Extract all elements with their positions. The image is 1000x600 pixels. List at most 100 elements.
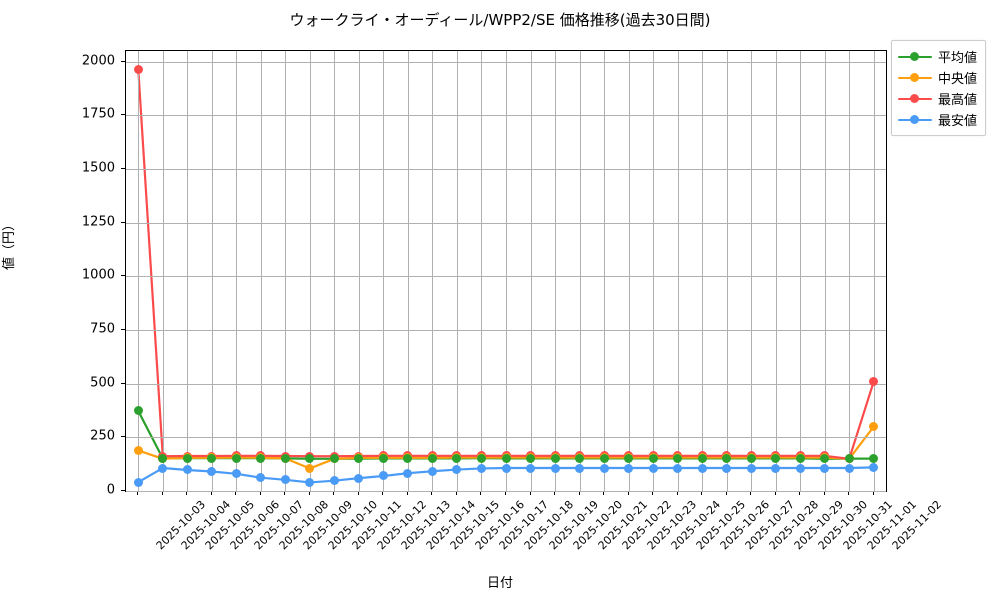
data-point-marker	[869, 462, 879, 472]
legend-label: 最安値	[937, 114, 977, 129]
gridline-vertical	[604, 51, 606, 491]
data-point-marker	[526, 463, 536, 473]
plot-area	[125, 50, 887, 492]
legend-swatch-icon	[897, 72, 932, 84]
gridline-vertical	[555, 51, 557, 491]
gridline-vertical	[481, 51, 483, 491]
y-tick-mark	[121, 114, 125, 116]
data-point-marker	[697, 463, 707, 473]
legend-dot-icon	[909, 94, 919, 103]
data-point-marker	[697, 453, 707, 463]
x-tick-mark	[627, 491, 629, 495]
data-point-marker	[452, 453, 462, 463]
data-point-marker	[256, 473, 266, 483]
data-point-marker	[207, 466, 217, 476]
data-point-marker	[746, 463, 756, 473]
data-point-marker	[476, 453, 486, 463]
gridline-vertical	[211, 51, 213, 491]
y-tick-mark	[121, 168, 125, 170]
y-tick-label: 250	[90, 428, 115, 444]
x-tick-mark	[235, 491, 237, 495]
data-point-marker	[648, 463, 658, 473]
x-tick-mark	[284, 491, 286, 495]
x-tick-mark	[137, 491, 139, 495]
x-tick-mark	[676, 491, 678, 495]
data-point-marker	[575, 463, 585, 473]
data-point-marker	[182, 453, 192, 463]
gridline-vertical	[432, 51, 434, 491]
data-point-marker	[575, 453, 585, 463]
gridline-vertical	[653, 51, 655, 491]
data-point-marker	[354, 454, 364, 464]
data-point-marker	[746, 453, 756, 463]
y-tick-mark	[121, 60, 125, 62]
data-point-marker	[182, 465, 192, 475]
data-point-marker	[501, 453, 511, 463]
gridline-vertical	[751, 51, 753, 491]
legend-item[interactable]: 中央値	[897, 67, 977, 88]
data-point-marker	[403, 468, 413, 478]
x-tick-mark	[210, 491, 212, 495]
y-tick-label: 1500	[81, 160, 115, 176]
gridline-vertical	[138, 51, 140, 491]
x-tick-mark	[186, 491, 188, 495]
data-point-marker	[795, 453, 805, 463]
y-tick-mark	[121, 275, 125, 277]
gridline-vertical	[383, 51, 385, 491]
legend-swatch-icon	[897, 93, 932, 105]
data-point-marker	[207, 453, 217, 463]
data-point-marker	[378, 471, 388, 481]
data-point-marker	[231, 469, 241, 479]
data-point-marker	[501, 463, 511, 473]
legend-swatch-icon	[897, 51, 932, 63]
x-tick-mark	[725, 491, 727, 495]
x-tick-mark	[505, 491, 506, 495]
data-point-marker	[771, 463, 781, 473]
y-tick-label: 500	[90, 375, 115, 391]
data-point-marker	[624, 453, 634, 463]
x-tick-mark	[823, 491, 825, 495]
x-tick-mark	[333, 491, 335, 495]
y-tick-label: 1250	[81, 214, 115, 230]
x-tick-mark	[431, 491, 433, 495]
legend-label: 平均値	[937, 51, 977, 66]
gridline-vertical	[285, 51, 287, 491]
legend-dot-icon	[909, 52, 919, 61]
data-point-marker	[305, 454, 315, 464]
x-tick-mark	[750, 491, 752, 495]
gridline-vertical	[407, 51, 409, 491]
legend-item[interactable]: 最高値	[897, 88, 977, 109]
x-tick-mark	[259, 491, 261, 495]
data-point-marker	[354, 473, 364, 483]
y-tick-label: 2000	[81, 53, 115, 69]
legend-dot-icon	[909, 73, 919, 82]
data-point-marker	[820, 454, 830, 464]
legend-item[interactable]: 平均値	[897, 46, 977, 67]
legend-dot-icon	[909, 115, 919, 124]
data-point-marker	[329, 454, 339, 464]
data-point-marker	[231, 453, 241, 463]
data-point-marker	[133, 477, 143, 487]
data-point-marker	[452, 465, 462, 475]
legend-label: 中央値	[937, 72, 977, 87]
x-tick-mark	[357, 491, 359, 495]
data-point-marker	[305, 463, 315, 473]
data-point-marker	[550, 463, 560, 473]
chart-legend[interactable]: 平均値中央値 最高値最安値	[890, 40, 986, 136]
gridline-vertical	[506, 51, 507, 491]
gridline-vertical	[358, 51, 360, 491]
x-tick-mark	[701, 491, 703, 495]
x-tick-mark	[652, 491, 654, 495]
data-point-marker	[771, 453, 781, 463]
y-tick-label: 1000	[81, 267, 115, 283]
data-point-marker	[280, 475, 290, 485]
gridline-vertical	[824, 51, 826, 491]
legend-item[interactable]: 最安値	[897, 109, 977, 130]
data-point-marker	[158, 463, 168, 473]
data-point-marker	[403, 453, 413, 463]
gridline-vertical	[530, 51, 532, 491]
data-point-marker	[158, 453, 168, 463]
gridline-vertical	[579, 51, 581, 491]
x-tick-mark	[848, 491, 850, 495]
